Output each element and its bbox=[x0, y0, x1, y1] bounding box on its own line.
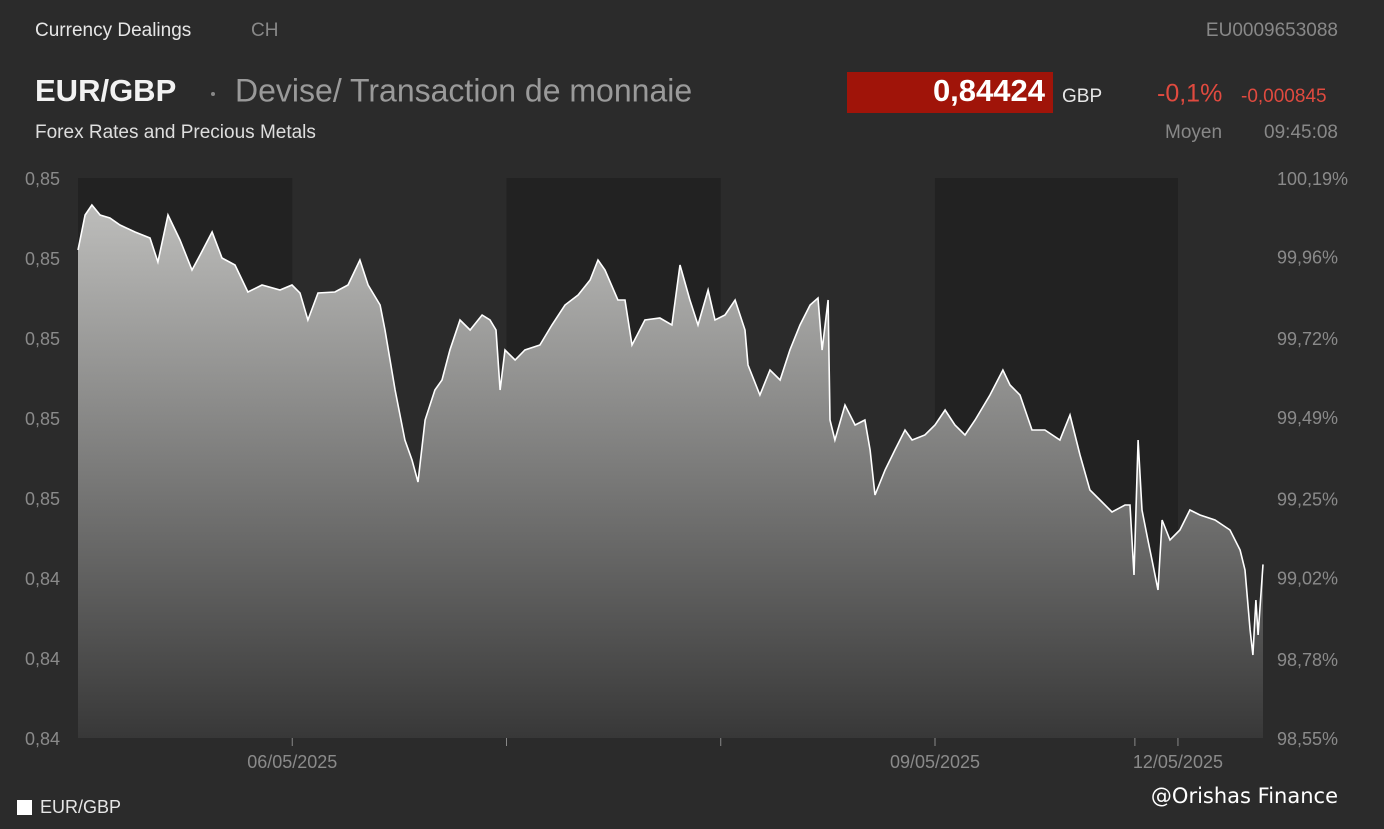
y2-tick-label: 98,78% bbox=[1277, 650, 1338, 670]
price-type: Moyen bbox=[1165, 122, 1222, 143]
separator bbox=[211, 92, 215, 96]
y2-tick-label: 99,96% bbox=[1277, 247, 1338, 267]
change-abs: -0,000845 bbox=[1241, 86, 1327, 107]
y2-tick-label: 98,55% bbox=[1277, 729, 1338, 749]
y-tick-label: 0,85 bbox=[25, 409, 60, 429]
category: Forex Rates and Precious Metals bbox=[35, 122, 316, 143]
time: 09:45:08 bbox=[1264, 122, 1338, 143]
y2-tick-label: 100,19% bbox=[1277, 169, 1348, 189]
x-tick-label: 09/05/2025 bbox=[890, 752, 980, 772]
currency: GBP bbox=[1062, 86, 1102, 107]
y-tick-label: 0,85 bbox=[25, 249, 60, 269]
y-tick-label: 0,84 bbox=[25, 649, 60, 669]
y2-tick-label: 99,72% bbox=[1277, 329, 1338, 349]
isin: EU0009653088 bbox=[1206, 20, 1338, 41]
y2-tick-label: 99,49% bbox=[1277, 408, 1338, 428]
legend-label: EUR/GBP bbox=[40, 797, 121, 817]
y-tick-label: 0,85 bbox=[25, 329, 60, 349]
y2-tick-label: 99,25% bbox=[1277, 490, 1338, 510]
price-box bbox=[847, 72, 1053, 113]
section: Currency Dealings bbox=[35, 20, 191, 41]
x-tick-label: 12/05/2025 bbox=[1133, 752, 1223, 772]
change-pct: -0,1% bbox=[1157, 80, 1222, 108]
symbol: EUR/GBP bbox=[35, 73, 176, 108]
area bbox=[78, 205, 1263, 738]
plot: 0,84 0,84 0,84 0,85 0,85 0,85 0,85 0,85 98,55% 98… bbox=[25, 169, 1348, 772]
market: CH bbox=[251, 20, 278, 41]
price: 0,84424 bbox=[933, 73, 1046, 108]
x-tick-label: 06/05/2025 bbox=[247, 752, 337, 772]
description: Devise/ Transaction de monnaie bbox=[235, 72, 692, 108]
y2-tick-label: 99,02% bbox=[1277, 568, 1338, 588]
line bbox=[77, 203, 1264, 656]
y-tick-label: 0,84 bbox=[25, 729, 60, 749]
watermark: @Orishas Finance bbox=[1151, 784, 1338, 808]
y-tick-label: 0,85 bbox=[25, 169, 60, 189]
y-tick-label: 0,85 bbox=[25, 489, 60, 509]
y-tick-label: 0,84 bbox=[25, 569, 60, 589]
legend-swatch bbox=[17, 800, 32, 815]
